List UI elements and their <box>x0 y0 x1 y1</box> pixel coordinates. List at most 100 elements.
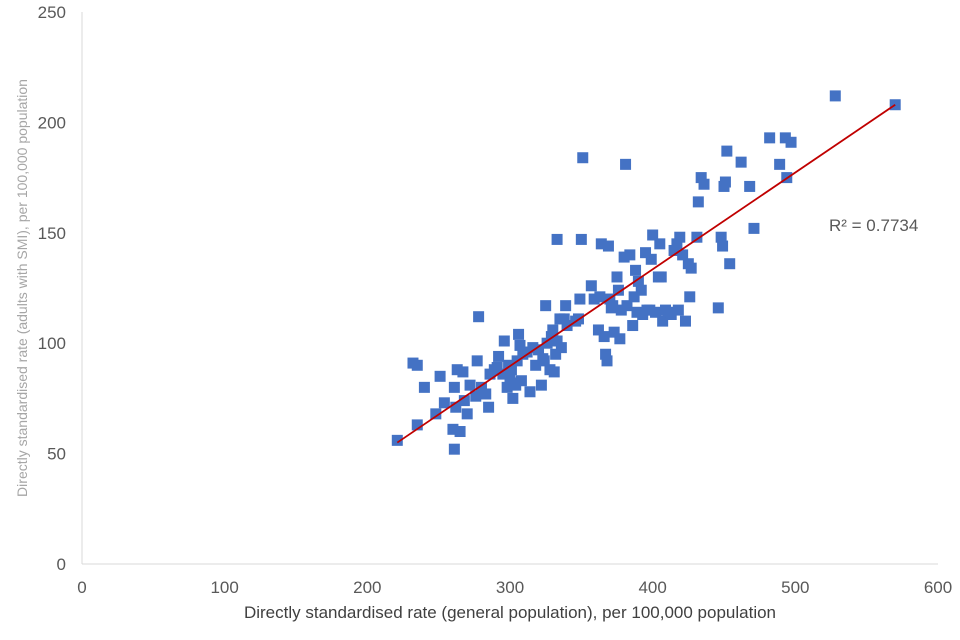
data-point <box>644 304 656 316</box>
data-point <box>601 355 613 367</box>
data-point <box>470 390 482 402</box>
data-point <box>464 379 476 391</box>
data-point <box>719 176 731 188</box>
data-point <box>527 342 539 354</box>
data-point <box>657 315 669 327</box>
data-point <box>721 145 733 157</box>
data-point <box>480 388 492 400</box>
data-point <box>555 342 567 354</box>
data-point <box>695 172 707 184</box>
data-point <box>779 132 791 144</box>
data-point <box>530 359 542 371</box>
data-point <box>627 320 639 332</box>
data-point <box>712 302 724 314</box>
data-point <box>551 233 563 245</box>
data-point <box>594 291 606 303</box>
data-point <box>411 419 423 431</box>
data-point <box>418 381 430 393</box>
data-point <box>533 344 545 356</box>
data-point <box>505 364 517 376</box>
data-point <box>630 264 642 276</box>
data-point <box>829 90 841 102</box>
data-point <box>575 233 587 245</box>
trendline <box>396 103 896 444</box>
data-point <box>677 249 689 261</box>
data-point <box>448 381 460 393</box>
data-point <box>621 300 633 312</box>
data-point <box>577 152 589 164</box>
data-point <box>493 350 505 362</box>
data-point <box>473 311 485 323</box>
data-point <box>654 238 666 250</box>
y-tick-labels: 0 50 100 150 200 250 <box>38 3 66 574</box>
data-point <box>764 132 776 144</box>
data-point <box>585 280 597 292</box>
data-point <box>545 331 557 343</box>
data-point <box>685 262 697 274</box>
data-point <box>684 291 696 303</box>
data-point <box>665 308 677 320</box>
data-point <box>598 331 610 343</box>
x-tick-label: 400 <box>638 578 666 597</box>
data-point <box>513 328 525 340</box>
data-point <box>691 231 703 243</box>
data-point <box>475 381 487 393</box>
data-point <box>551 335 563 347</box>
data-point <box>717 240 729 252</box>
data-point <box>558 313 570 325</box>
data-point <box>447 423 459 435</box>
data-point <box>434 370 446 382</box>
x-tick-label: 0 <box>77 578 86 597</box>
data-point <box>748 222 760 234</box>
data-point <box>483 401 495 413</box>
data-point <box>491 361 503 373</box>
data-point <box>647 229 659 241</box>
data-point <box>524 386 536 398</box>
data-point <box>615 304 627 316</box>
data-point <box>614 333 626 345</box>
data-point <box>611 271 623 283</box>
data-point <box>635 284 647 296</box>
data-point <box>724 258 736 270</box>
data-point <box>457 366 469 378</box>
data-point <box>498 335 510 347</box>
data-point <box>655 271 667 283</box>
x-tick-label: 500 <box>781 578 809 597</box>
data-point <box>679 315 691 327</box>
data-point <box>595 238 607 250</box>
data-point <box>471 355 483 367</box>
data-point <box>507 392 519 404</box>
y-tick-label: 100 <box>38 334 66 353</box>
data-point <box>628 291 640 303</box>
data-point <box>561 320 573 332</box>
x-tick-labels: 0 100 200 300 400 500 600 <box>77 578 952 597</box>
data-point <box>540 300 552 312</box>
data-point <box>510 379 522 391</box>
data-point <box>632 275 644 287</box>
data-point <box>541 337 553 349</box>
data-point <box>448 443 460 455</box>
data-point <box>620 158 632 170</box>
data-point <box>692 196 704 208</box>
data-point <box>674 231 686 243</box>
data-point <box>618 251 630 263</box>
r-squared-label: R² = 0.7734 <box>829 216 918 235</box>
data-point <box>650 306 662 318</box>
data-point <box>612 284 624 296</box>
data-point <box>668 244 680 256</box>
data-point <box>450 401 462 413</box>
data-point <box>547 324 559 336</box>
data-point <box>454 426 466 438</box>
data-point <box>645 253 657 265</box>
data-point <box>550 348 562 360</box>
data-point <box>497 368 509 380</box>
data-point <box>438 397 450 409</box>
data-points <box>391 90 901 455</box>
data-point <box>608 326 620 338</box>
data-point <box>501 381 513 393</box>
y-tick-label: 150 <box>38 224 66 243</box>
data-point <box>735 156 747 168</box>
x-tick-label: 100 <box>210 578 238 597</box>
data-point <box>411 359 423 371</box>
